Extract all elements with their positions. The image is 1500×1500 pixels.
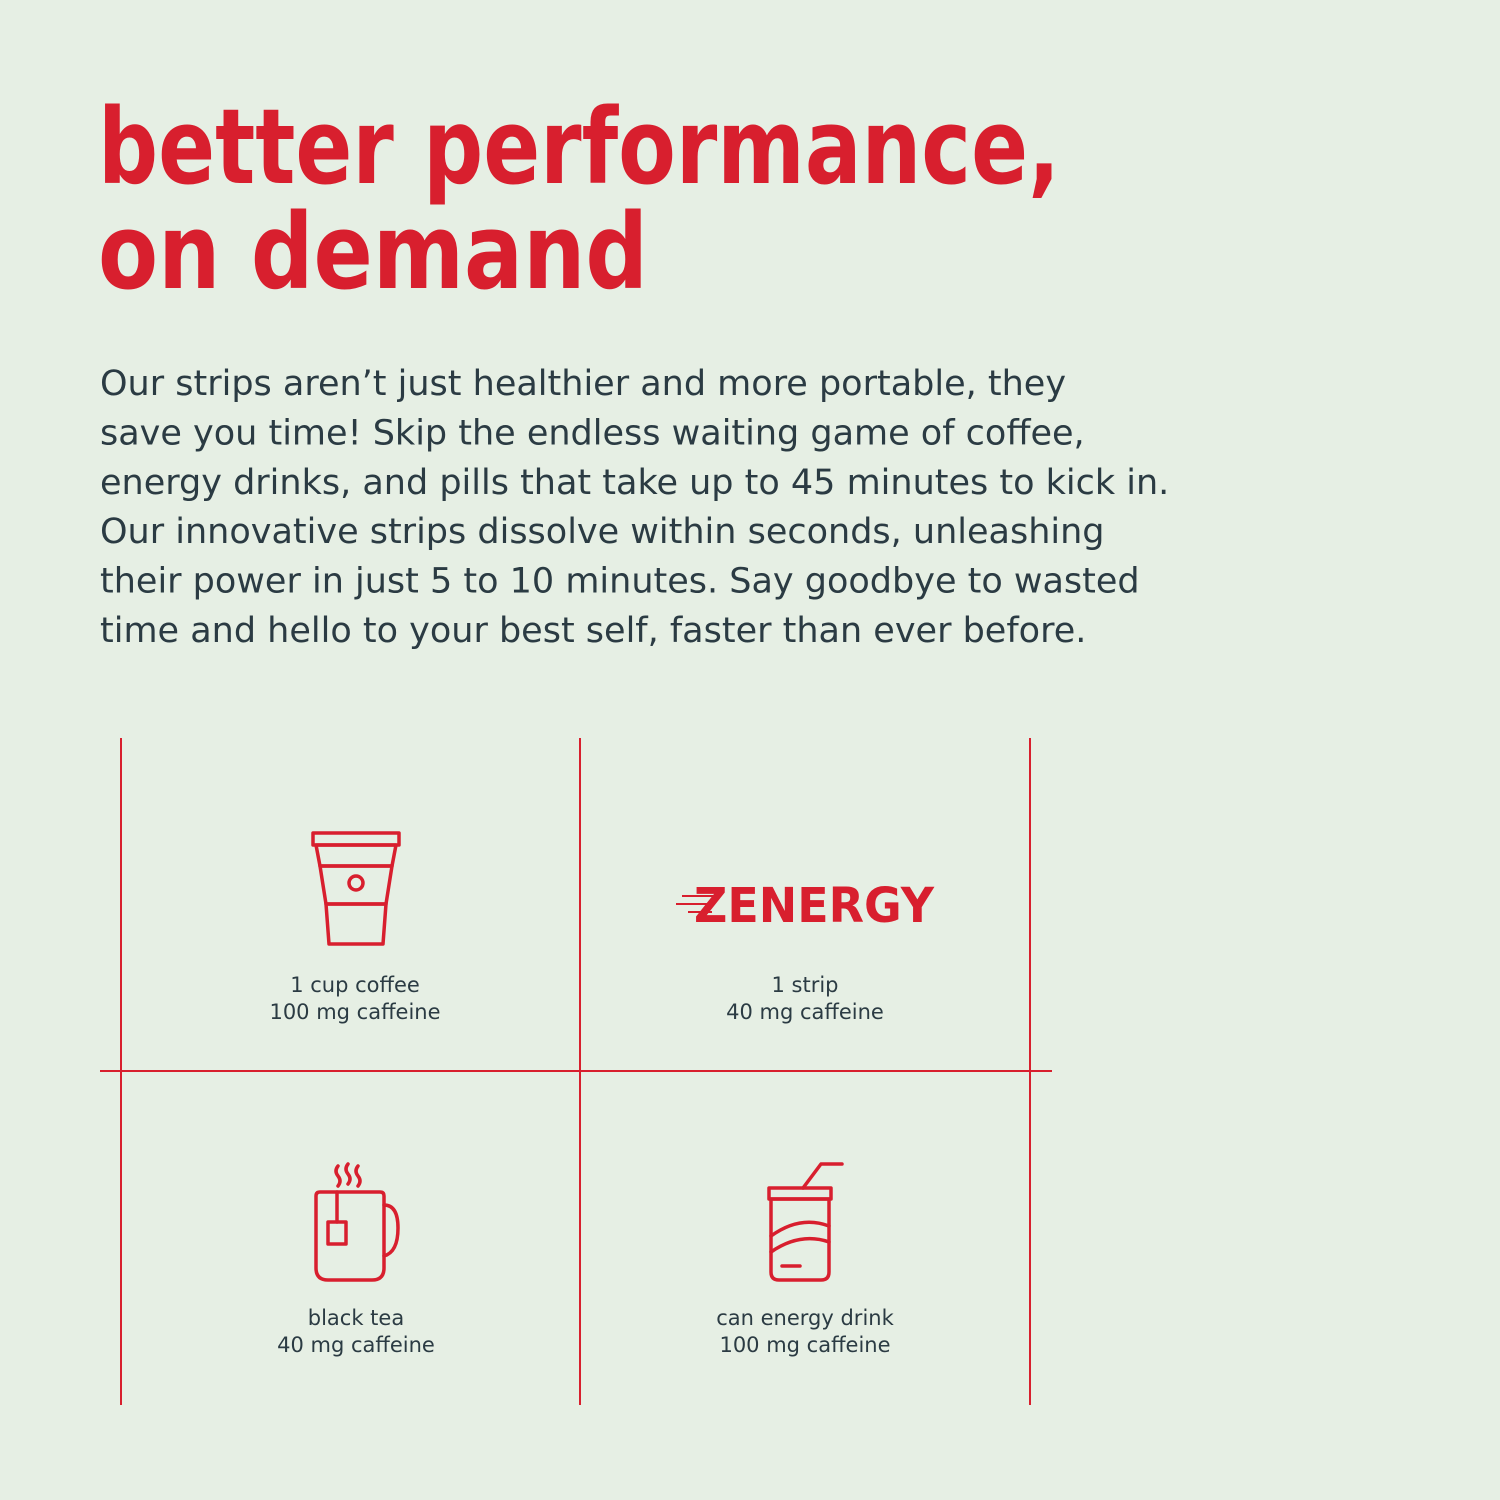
body-text: Our strips aren’t just healthier and mor… (100, 364, 1169, 651)
cell-label: 1 cup coffee (290, 973, 420, 997)
body-line: Our innovative strips dissolve within se… (100, 512, 1105, 552)
cell-caption: 100 mg caffeine (269, 1000, 440, 1024)
cell-label: black tea (308, 1306, 404, 1330)
body-line: Our strips aren’t just healthier and mor… (100, 364, 1066, 404)
tea-icon (314, 1162, 400, 1282)
can-icon (767, 1162, 844, 1282)
cells: 1 cup coffee 100 mg caffeine 1 strip 40 mg … (269, 973, 894, 1357)
zenergy-logo: ZENERGY (676, 878, 935, 934)
cell-caption: 100 mg caffeine (719, 1333, 890, 1357)
grid (100, 738, 1052, 1405)
body-line: their power in just 5 to 10 minutes. Say… (100, 562, 1140, 602)
body-line: time and hello to your best self, faster… (100, 611, 1086, 651)
cell-label: 1 strip (771, 973, 838, 997)
body-line: save you time! Skip the endless waiting … (100, 413, 1085, 453)
cell-label: can energy drink (716, 1306, 894, 1330)
coffee-icon (311, 831, 401, 946)
logo: ZENERGY (694, 878, 935, 934)
cell-caption: 40 mg caffeine (277, 1333, 435, 1357)
cell-caption: 40 mg caffeine (726, 1000, 884, 1024)
body-line: energy drinks, and pills that take up to… (100, 463, 1169, 503)
title-line: better performance, (98, 86, 1060, 208)
title-line: on demand (98, 191, 648, 313)
